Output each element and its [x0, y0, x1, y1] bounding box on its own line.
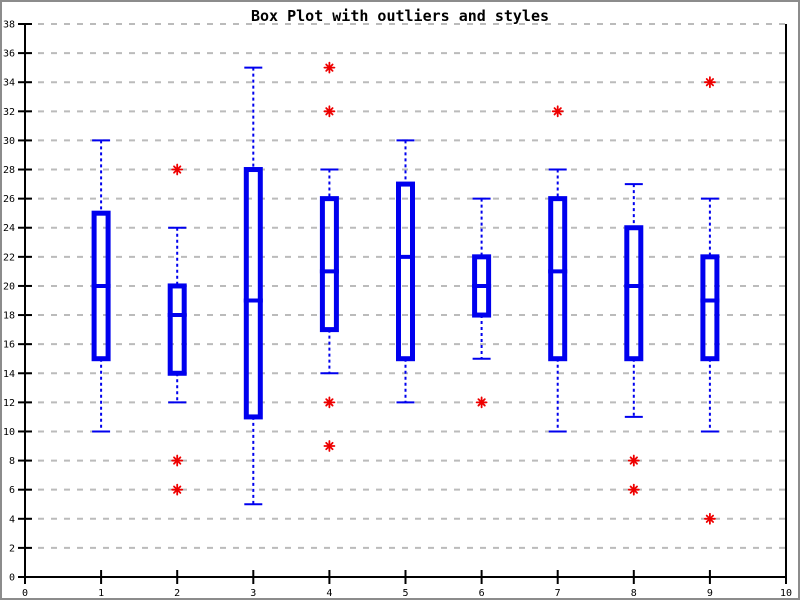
y-tick-label: 34: [3, 78, 15, 89]
y-tick-label: 36: [3, 49, 15, 60]
outlier-marker: [627, 454, 640, 467]
y-tick-label: 8: [9, 456, 15, 467]
box-body: [243, 167, 263, 420]
outlier-asterisk-spoke: [705, 514, 714, 523]
y-tick-label: 22: [3, 252, 15, 263]
outlier-marker: [323, 440, 336, 452]
y-tick-label: 32: [3, 107, 15, 118]
outlier-asterisk-spoke: [325, 441, 334, 451]
x-tick-label: 2: [174, 588, 180, 598]
y-tick-label: 28: [3, 165, 15, 176]
outlier-asterisk-spoke: [705, 78, 714, 87]
box-body: [396, 181, 415, 362]
y-tick-label: 12: [3, 398, 15, 409]
outlier-asterisk-spoke: [629, 456, 638, 465]
box-body: [319, 196, 339, 333]
x-tick-label: 10: [780, 588, 792, 598]
outlier-marker: [323, 396, 336, 409]
x-tick-label: 5: [402, 588, 408, 598]
y-tick-label: 18: [3, 311, 15, 322]
x-tick-label: 9: [707, 588, 713, 598]
y-tick-label: 26: [3, 194, 15, 205]
outlier-marker: [475, 396, 488, 409]
outlier-asterisk-spoke: [173, 485, 182, 494]
x-tick-label: 0: [22, 588, 28, 598]
outlier-marker: [704, 76, 716, 89]
y-tick-label: 2: [9, 543, 15, 554]
outlier-asterisk-spoke: [173, 456, 182, 465]
outlier-marker: [171, 483, 184, 496]
outlier-marker: [323, 105, 336, 118]
x-tick-label: 3: [250, 588, 256, 598]
outlier-asterisk-spoke: [325, 63, 334, 72]
box-body: [548, 196, 568, 362]
y-tick-label: 0: [9, 573, 15, 584]
outlier-marker: [627, 483, 640, 496]
outlier-asterisk-spoke: [629, 485, 638, 494]
y-tick-label: 14: [3, 369, 15, 380]
chart-title: Box Plot with outliers and styles: [250, 7, 549, 25]
x-tick-label: 4: [326, 588, 332, 598]
y-tick-label: 16: [3, 340, 15, 351]
outlier-asterisk-spoke: [325, 107, 334, 116]
box-body: [624, 225, 644, 362]
outlier-marker: [171, 454, 184, 467]
outlier-marker: [323, 61, 336, 74]
outlier-marker: [171, 163, 184, 176]
y-tick-label: 24: [3, 223, 15, 234]
y-tick-label: 6: [9, 485, 15, 496]
outlier-asterisk-spoke: [325, 398, 334, 407]
x-tick-label: 1: [98, 588, 104, 598]
outlier-asterisk-spoke: [477, 398, 486, 407]
y-tick-label: 20: [3, 281, 15, 292]
y-tick-label: 38: [3, 20, 15, 31]
outlier-asterisk-spoke: [553, 107, 562, 116]
outlier-marker: [551, 105, 564, 118]
box-body: [167, 283, 187, 376]
outlier-asterisk-spoke: [173, 165, 182, 174]
x-tick-label: 6: [479, 588, 485, 598]
y-tick-label: 4: [9, 514, 15, 525]
y-tick-label: 30: [3, 136, 15, 147]
outlier-marker: [704, 512, 716, 525]
y-tick-label: 10: [3, 427, 15, 438]
box-body: [700, 254, 720, 362]
x-tick-label: 8: [631, 588, 637, 598]
x-tick-label: 7: [555, 588, 561, 598]
